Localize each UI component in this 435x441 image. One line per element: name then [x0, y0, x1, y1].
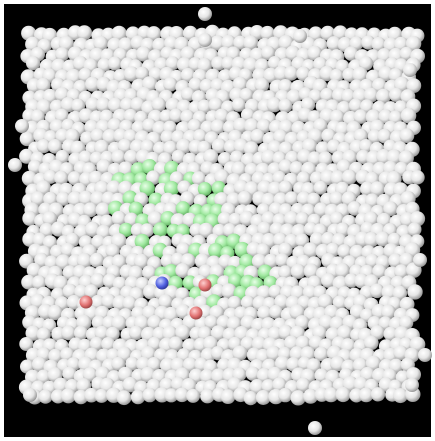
green-sphere	[153, 222, 168, 237]
stray-sphere	[198, 7, 212, 21]
sphere	[90, 253, 105, 268]
stray-sphere	[405, 378, 419, 392]
stray-sphere	[23, 388, 37, 402]
sphere	[163, 77, 177, 91]
stray-sphere	[8, 158, 22, 172]
stray-sphere	[413, 253, 427, 267]
green-sphere	[198, 182, 212, 196]
red-sphere	[80, 296, 93, 309]
stray-sphere	[198, 33, 212, 47]
stray-sphere	[15, 119, 29, 133]
sphere	[371, 387, 385, 401]
sphere	[237, 191, 252, 206]
sphere	[129, 326, 143, 340]
sphere	[408, 222, 422, 236]
blue-sphere	[156, 277, 169, 290]
stray-sphere	[293, 29, 307, 43]
sphere	[38, 390, 52, 404]
sphere	[407, 284, 422, 299]
page: (() => { JSON.parse(document.getElementB…	[0, 0, 435, 441]
sphere	[221, 389, 236, 404]
sphere	[278, 388, 292, 402]
stray-sphere	[418, 348, 432, 362]
sphere	[314, 181, 328, 195]
sphere	[400, 128, 415, 143]
sphere	[411, 170, 425, 184]
sphere	[152, 97, 167, 112]
sphere	[117, 390, 132, 405]
sphere	[186, 389, 200, 403]
stray-sphere	[403, 63, 417, 77]
red-sphere	[199, 279, 212, 292]
sphere	[244, 391, 258, 405]
red-sphere	[190, 307, 203, 320]
sphere	[364, 335, 379, 350]
sphere	[278, 99, 292, 113]
sphere	[61, 388, 76, 403]
sphere	[336, 387, 351, 402]
sphere	[269, 305, 283, 319]
sphere	[284, 66, 299, 81]
stray-sphere	[308, 421, 322, 435]
sphere	[291, 264, 306, 279]
sphere	[108, 56, 122, 70]
particle-render	[0, 0, 435, 441]
